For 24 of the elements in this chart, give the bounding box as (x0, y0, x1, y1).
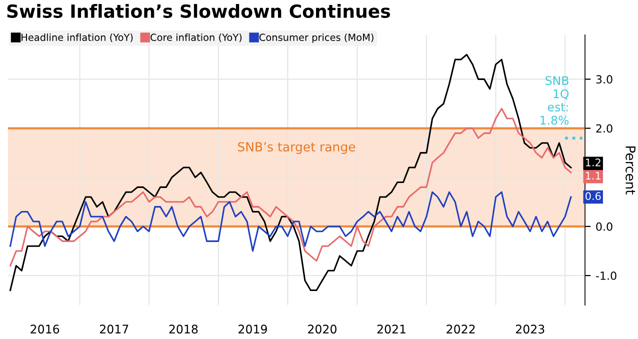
data-label: 1.1 (586, 172, 600, 180)
y-tick-label: -1.0 (596, 272, 616, 280)
line-series (10, 191, 572, 252)
y-tick-label: 2.0 (596, 124, 612, 133)
chart-title: Swiss Inflation’s Slowdown Continues (7, 4, 390, 18)
data-label: 1.2 (586, 158, 600, 166)
line-series (10, 54, 572, 292)
y-axis-title: Percent (626, 146, 636, 194)
x-tick-label: 2022 (446, 324, 475, 334)
y-tick-label: 3.0 (596, 75, 612, 84)
x-tick-label: 2019 (238, 324, 267, 334)
legend-label: Headline inflation (YoY) (22, 33, 133, 42)
x-tick-label: 2018 (169, 324, 198, 334)
band-label: SNB’s target range (238, 142, 356, 154)
annotation: SNB 1Q est: 1.8% (540, 76, 569, 125)
x-tick-label: 2016 (30, 324, 60, 334)
x-tick-label: 2021 (377, 324, 406, 334)
legend-label: Consumer prices (MoM) (259, 33, 374, 43)
legend-label: Core inflation (YoY) (150, 33, 242, 42)
x-tick-label: 2023 (516, 324, 544, 334)
y-tick-label: 0.0 (596, 222, 612, 231)
data-label: 0.6 (586, 192, 601, 200)
x-tick-label: 2017 (100, 324, 128, 334)
x-tick-label: 2020 (308, 324, 336, 334)
